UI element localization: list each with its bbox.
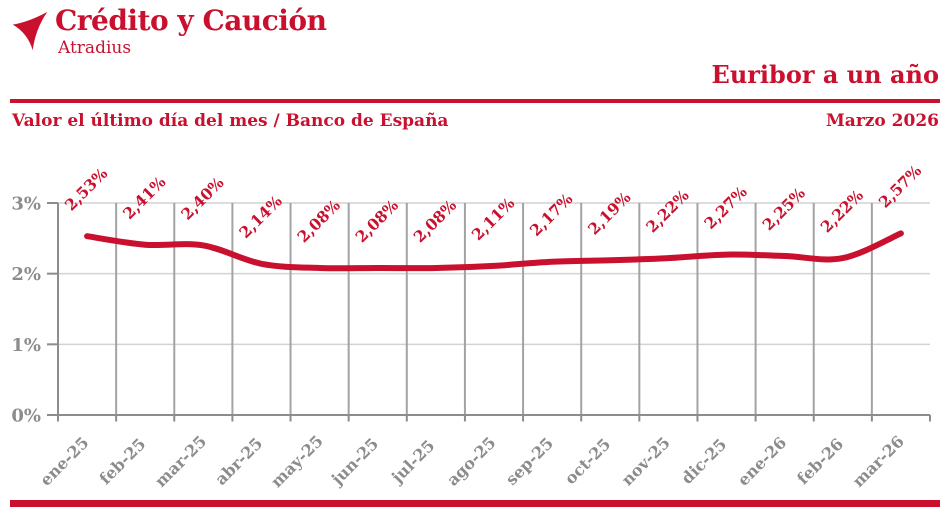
euribor-line [84,230,904,272]
data-label: 2,40% [177,173,228,224]
data-label: 2,41% [119,172,170,223]
x-tick-label: ene-25 [36,433,93,490]
x-tick-label: sep-25 [502,434,557,489]
header-divider [10,99,940,103]
page-title: Euribor a un año [711,60,939,89]
x-tick-label: mar-25 [151,432,210,491]
data-label: 2,19% [584,188,635,239]
footer-bar [10,500,940,507]
x-tick-label: abr-25 [211,434,266,489]
x-tick-label: jun-25 [326,434,382,490]
y-tick-label: 3% [11,194,41,215]
y-tick-label: 2% [11,264,41,285]
x-tick-label: may-25 [267,431,327,491]
data-label: 2,25% [758,183,809,234]
x-tick-label: feb-26 [793,434,847,488]
x-tick-label: dic-25 [677,435,730,488]
y-tick-label: 0% [11,406,41,427]
x-tick-label: ene-26 [734,433,791,490]
data-label: 2,53% [61,164,112,215]
x-tick-label: nov-25 [618,433,674,489]
data-label: 2,27% [700,182,751,233]
x-tick-label: oct-25 [561,435,615,489]
data-label: 2,22% [816,186,867,237]
x-tick-label: jul-25 [386,436,438,488]
data-label: 2,11% [468,193,519,244]
x-tick-label: mar-26 [849,432,908,491]
brand-subname: Atradius [58,37,132,58]
data-label: 2,22% [642,186,693,237]
x-tick-label: feb-25 [96,434,150,488]
y-tick-label: 1% [11,335,41,356]
data-label: 2,57% [875,161,926,212]
chart-subtitle: Valor el último día del mes / Banco de E… [12,111,449,131]
logo-text: Crédito y Caución Atradius [55,4,327,58]
data-label: 2,14% [235,191,286,242]
tri-arrow-icon [12,11,48,51]
logo: Crédito y Caución Atradius [10,4,327,58]
data-label: 2,17% [526,189,577,240]
x-tick-label: ago-25 [443,433,500,490]
brand-name: Crédito y Caución [55,4,327,37]
report-date: Marzo 2026 [825,111,939,131]
